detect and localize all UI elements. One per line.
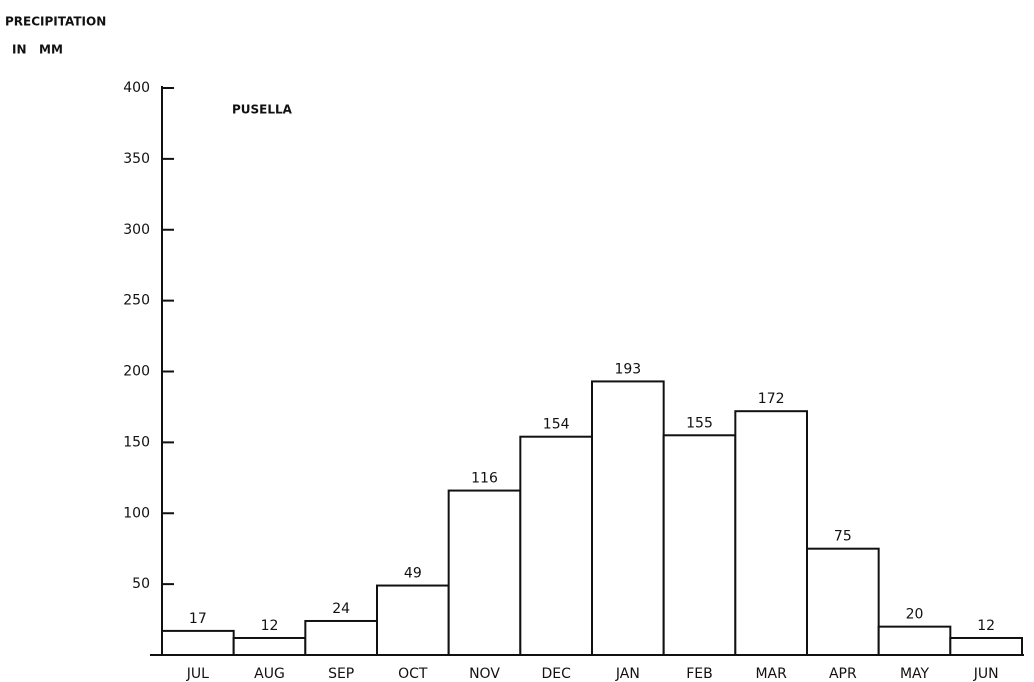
bar — [376, 584, 450, 656]
x-tick-label: MAY — [900, 666, 930, 682]
x-tick-label: DEC — [541, 666, 571, 682]
y-tick-label: 150 — [123, 434, 150, 450]
data-label: 12 — [977, 618, 995, 634]
y-tick-label: 350 — [123, 151, 150, 167]
data-label: 172 — [758, 391, 785, 407]
y-tick-label: 400 — [123, 80, 150, 96]
bar — [161, 629, 235, 657]
bar — [447, 489, 522, 656]
bar — [232, 636, 307, 656]
data-label: 155 — [686, 415, 713, 431]
data-label: 154 — [543, 417, 570, 433]
data-label: 75 — [834, 529, 852, 545]
data-label: 12 — [261, 618, 279, 634]
data-label: 49 — [404, 566, 422, 582]
y-tick-label: 300 — [123, 222, 150, 238]
bar — [877, 625, 952, 657]
y-tick-label: 100 — [123, 505, 150, 521]
y-tick-label: 200 — [123, 364, 150, 380]
annotation: PUSELLA — [232, 103, 293, 117]
x-tick-label: NOV — [469, 666, 500, 682]
bar — [806, 547, 880, 656]
data-label: 17 — [189, 611, 207, 627]
data-label: 24 — [332, 601, 350, 617]
x-tick-label: JUL — [186, 666, 209, 682]
bar — [662, 434, 737, 656]
x-tick-label: FEB — [686, 666, 713, 682]
x-tick-label: OCT — [398, 666, 428, 682]
y-tick-label: 50 — [132, 576, 150, 592]
data-label: 116 — [471, 471, 498, 487]
x-tick-label: SEP — [328, 666, 354, 682]
data-label: 193 — [614, 361, 641, 377]
bar — [304, 619, 379, 656]
y-axis-label: IN MM — [12, 43, 63, 57]
x-tick-label: JUN — [973, 666, 999, 682]
bar — [734, 410, 808, 656]
x-tick-label: MAR — [755, 666, 787, 682]
y-axis-label: PRECIPITATION — [5, 15, 106, 29]
bar — [949, 636, 1023, 656]
x-tick-label: JAN — [615, 666, 640, 682]
x-tick-label: AUG — [254, 666, 285, 682]
y-tick-label: 250 — [123, 293, 150, 309]
bar — [591, 380, 665, 656]
x-tick-label: APR — [829, 666, 857, 682]
bar — [519, 435, 593, 656]
data-label: 20 — [906, 607, 924, 623]
